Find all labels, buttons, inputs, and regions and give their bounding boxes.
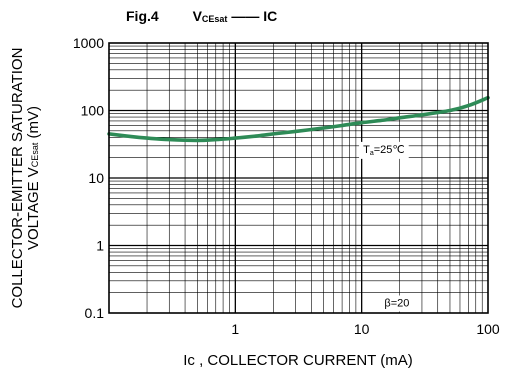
series-line-0: [107, 95, 490, 143]
vs-subscript: C: [267, 8, 277, 24]
annotation-ta: Ta=25℃: [359, 141, 409, 159]
figure-label: Fig.4: [126, 8, 159, 24]
x-axis-title: Ic , COLLECTOR CURRENT (mA): [183, 352, 412, 369]
annotation-background: [359, 141, 409, 159]
series-layer: [107, 95, 490, 143]
annotation-value: =25℃: [374, 144, 405, 156]
vs-symbol: I: [263, 8, 267, 24]
title-dash: ——: [231, 8, 259, 24]
x-tick-label: 10: [354, 321, 370, 337]
x-tick-label: 1: [231, 321, 239, 337]
major-grid: [109, 43, 488, 313]
annotation-symbol: T: [363, 144, 370, 156]
y-axis-title: COLLECTOR-EMITTER SATURATION VOLTAGE VCE…: [9, 48, 42, 309]
tick-labels: 1 10 100 0.1 1 10 100 1000: [73, 35, 500, 337]
annotation-background: [380, 295, 414, 312]
y-axis-title-line2-unit: (mV): [25, 106, 42, 143]
plot-frame: [108, 42, 489, 314]
y-tick-label: 1000: [73, 35, 104, 51]
y-tick-label: 0.1: [85, 305, 105, 321]
annotation-text: β=20: [384, 298, 409, 310]
y-tick-label: 10: [88, 170, 104, 186]
annotation-beta: β=20: [380, 295, 414, 312]
y-axis-title-line1: COLLECTOR-EMITTER SATURATION: [9, 48, 26, 309]
y-axis-title-line2-sub: CEsat: [30, 142, 40, 167]
param-subscript: CEsat: [202, 14, 228, 24]
x-tick-label: 100: [476, 321, 500, 337]
param-symbol: V: [193, 8, 203, 24]
annotation-text: Ta=25℃: [363, 144, 405, 157]
chart-title: Fig.4 VCEsat —— IC: [126, 8, 277, 25]
annotation-layer: Ta=25℃ β=20: [359, 141, 414, 312]
y-tick-label: 1: [96, 238, 104, 254]
annotation-subscript: a: [370, 150, 374, 157]
y-axis-title-line2: VOLTAGE VCEsat (mV): [25, 106, 42, 250]
y-tick-label: 100: [81, 103, 105, 119]
y-axis-title-line2-main: VOLTAGE V: [25, 167, 42, 250]
